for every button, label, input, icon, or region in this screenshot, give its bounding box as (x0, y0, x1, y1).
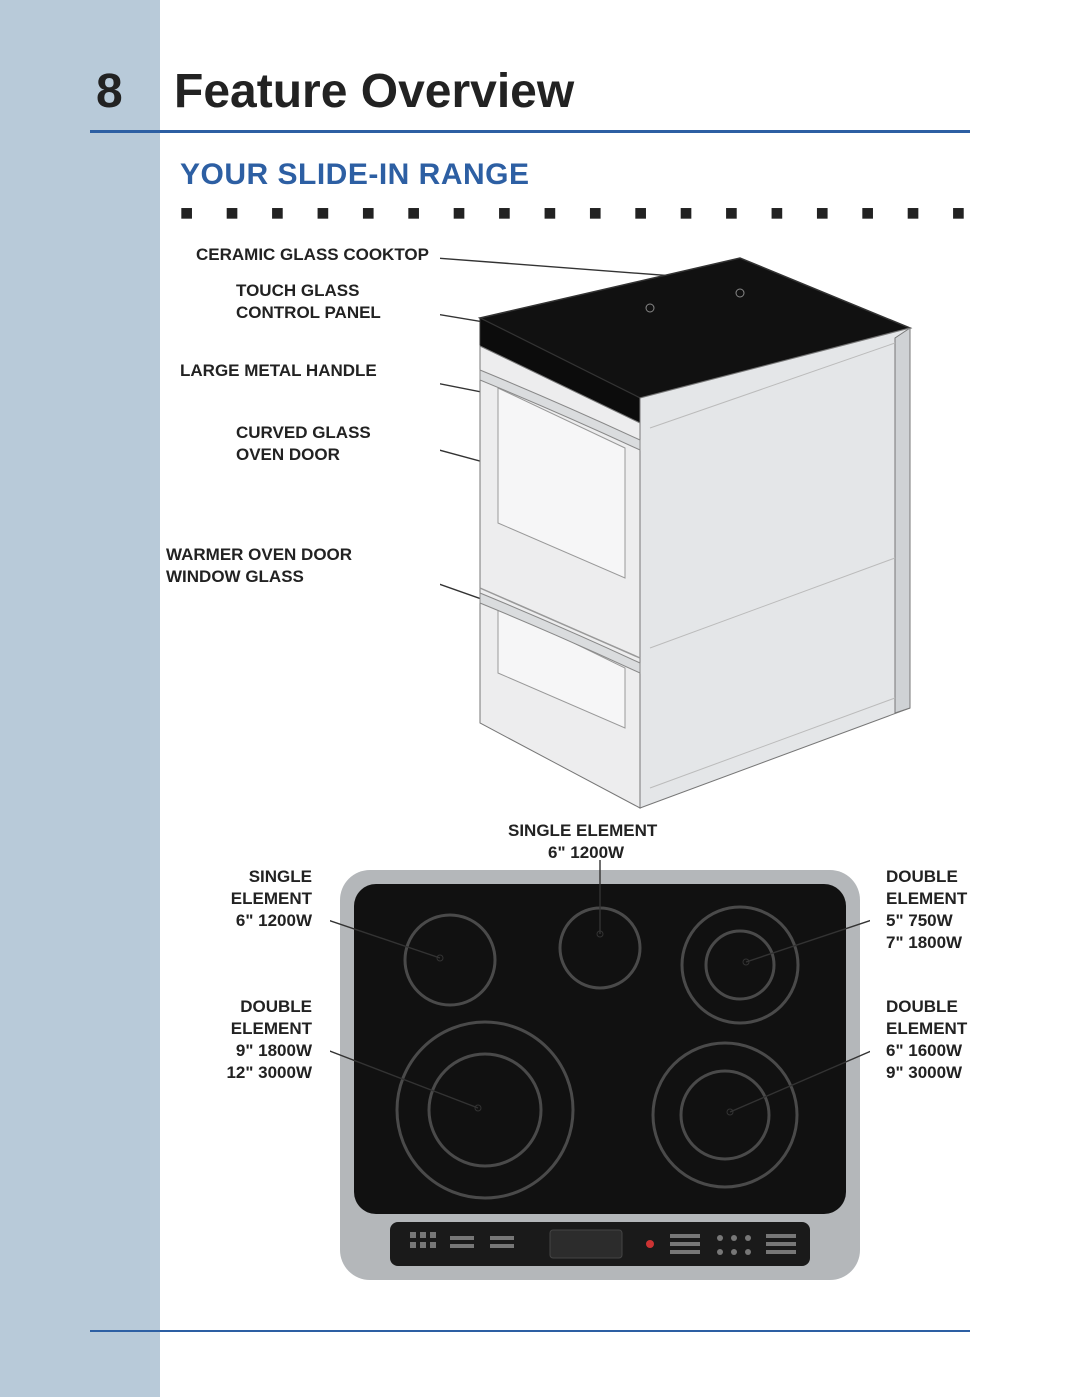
page-number: 8 (96, 64, 123, 119)
callout-handle: LARGE METAL HANDLE (180, 360, 377, 381)
ct-right1-d: 7" 1800W (886, 932, 962, 953)
cooktop-diagram (330, 860, 870, 1290)
ct-left2-b: ELEMENT (192, 1018, 312, 1039)
ct-top-label-1: SINGLE ELEMENT (508, 820, 657, 841)
ct-right1-a: DOUBLE (886, 866, 958, 887)
ct-right1-c: 5" 750W (886, 910, 953, 931)
footer-rule (90, 1330, 970, 1332)
callout-curved-1: CURVED GLASS (236, 422, 371, 443)
page-title: Feature Overview (174, 64, 574, 119)
range-diagram (440, 248, 950, 818)
ct-top-label-2: 6" 1200W (548, 842, 624, 863)
dotted-rule: ■ ■ ■ ■ ■ ■ ■ ■ ■ ■ ■ ■ ■ ■ ■ ■ ■ ■ ■ ■ … (180, 200, 980, 226)
callout-curved-2: OVEN DOOR (236, 444, 340, 465)
callout-touch-2: CONTROL PANEL (236, 302, 381, 323)
ct-left1-c: 6" 1200W (192, 910, 312, 931)
ct-left2-c: 9" 1800W (192, 1040, 312, 1061)
cooktop-diagram-wrap: SINGLE ELEMENT 6" 1200W SINGLE ELEMENT 6… (330, 860, 870, 1290)
ct-left1-b: ELEMENT (192, 888, 312, 909)
callout-warmer-1: WARMER OVEN DOOR (166, 544, 352, 565)
title-rule (90, 130, 970, 133)
callout-touch-1: TOUCH GLASS (236, 280, 359, 301)
ct-right2-d: 9" 3000W (886, 1062, 962, 1083)
ct-right1-b: ELEMENT (886, 888, 967, 909)
sidebar-band (0, 0, 160, 1397)
ct-right2-b: ELEMENT (886, 1018, 967, 1039)
ct-left2-d: 12" 3000W (192, 1062, 312, 1083)
callout-ceramic: CERAMIC GLASS COOKTOP (196, 244, 429, 265)
ct-left1-a: SINGLE (192, 866, 312, 887)
callout-warmer-2: WINDOW GLASS (166, 566, 304, 587)
ct-left2-a: DOUBLE (192, 996, 312, 1017)
section-subtitle: YOUR SLIDE-IN RANGE (180, 158, 530, 192)
ct-right2-a: DOUBLE (886, 996, 958, 1017)
ct-right2-c: 6" 1600W (886, 1040, 962, 1061)
